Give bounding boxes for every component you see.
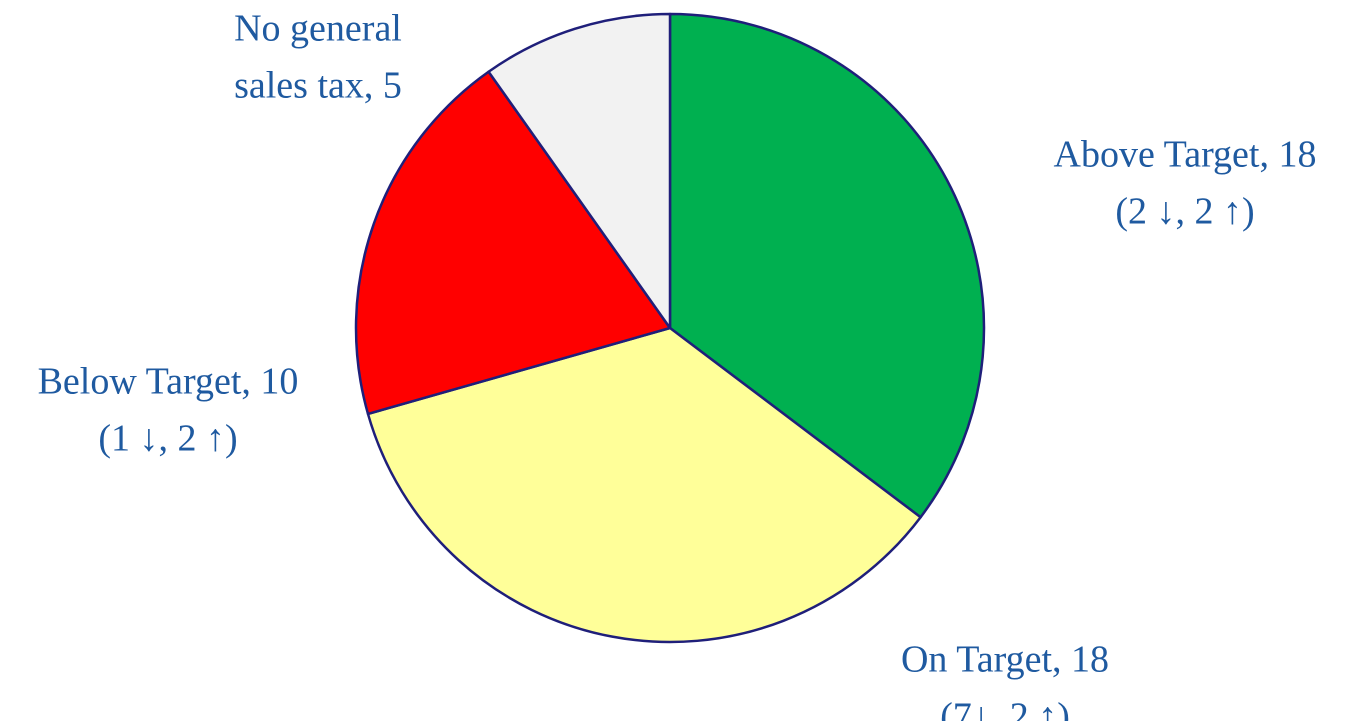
slice-label: Below Target, 10 [38, 361, 299, 403]
slice-label: sales tax, 5 [234, 65, 402, 107]
slice-label: (7↓, 2 ↑) [940, 696, 1070, 721]
slice-label: Above Target, 18 [1054, 134, 1317, 176]
slice-label: No general [234, 8, 402, 50]
slice-label: (1 ↓, 2 ↑) [98, 418, 237, 460]
pie-slice [366, 326, 922, 644]
slice-label: (2 ↓, 2 ↑) [1115, 191, 1254, 233]
pie-slice [354, 70, 672, 416]
pie-slice [487, 12, 672, 330]
slice-label: On Target, 18 [901, 639, 1109, 681]
pie-slice [668, 12, 986, 519]
